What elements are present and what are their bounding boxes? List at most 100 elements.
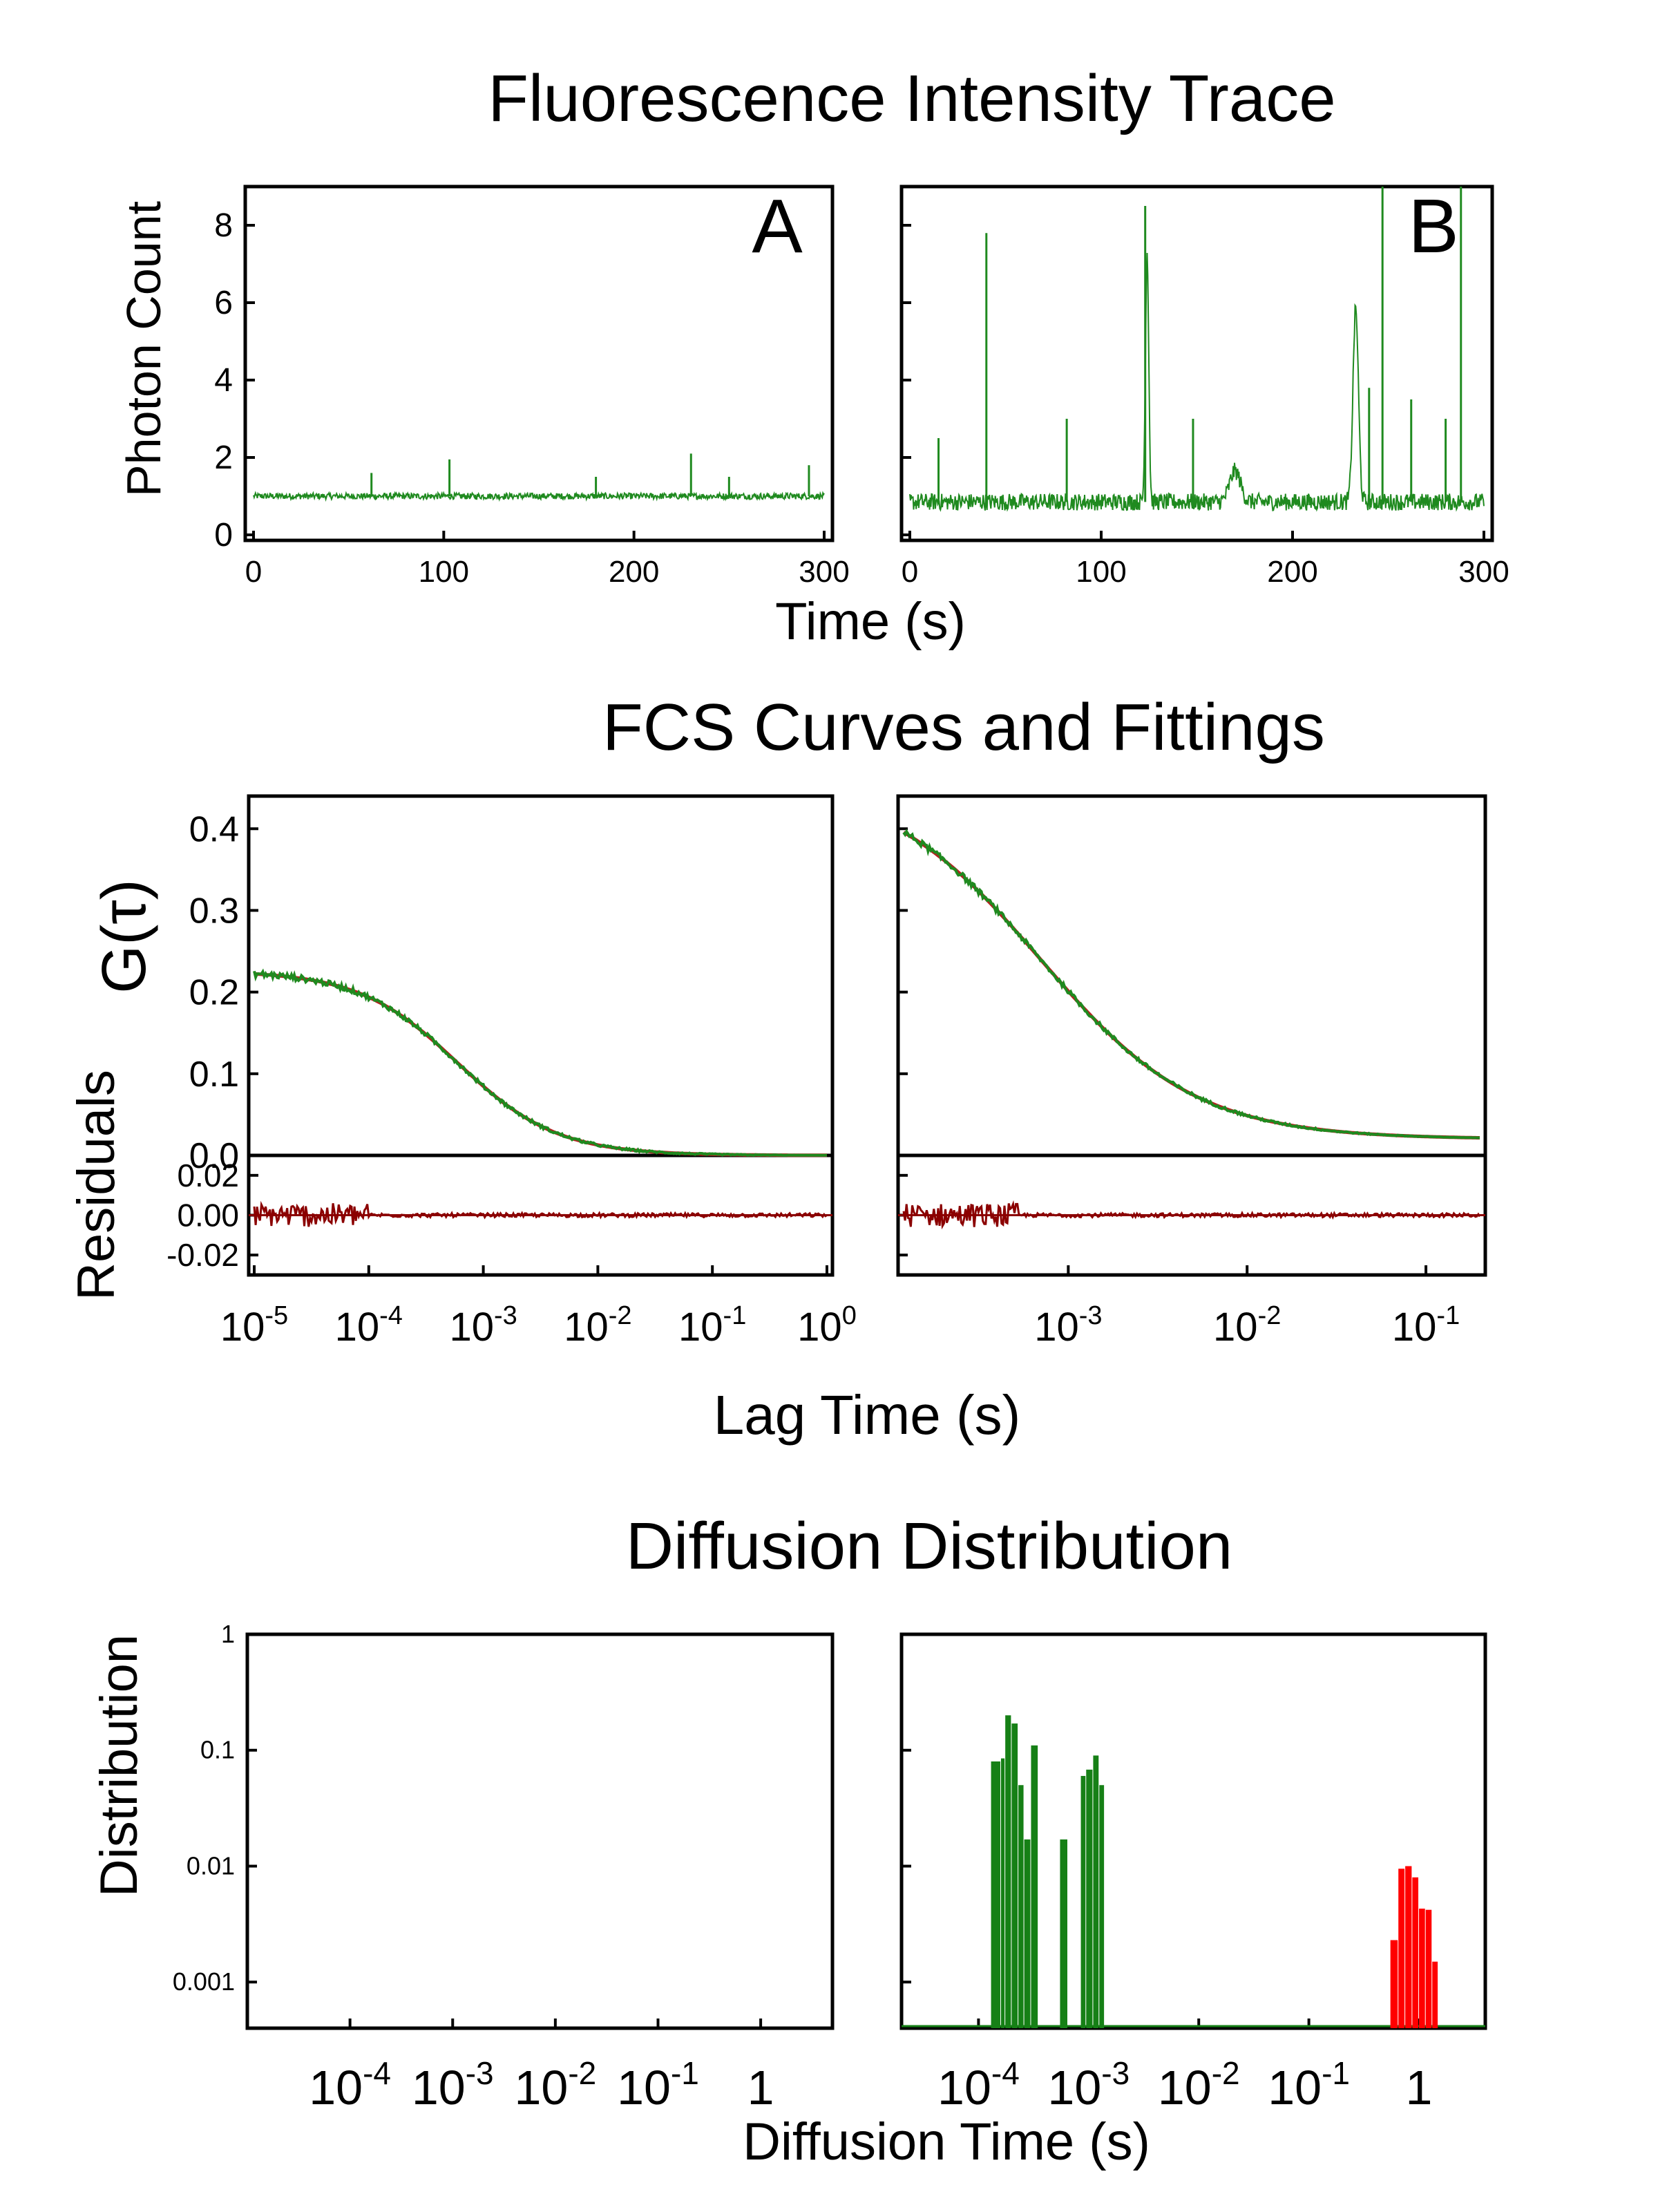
fcs-xlabel: Lag Time (s) (714, 1384, 1021, 1446)
dist-frame-A (245, 1632, 835, 2030)
dist-xlabel: Diffusion Time (s) (743, 2112, 1150, 2171)
dist-ylabel: Distribution (90, 1634, 149, 1897)
dist-xtick-label-text: 1 (747, 2061, 774, 2115)
fcs-xtick-label-text: 10-3 (449, 1301, 517, 1350)
fcs-curve-B (902, 829, 1480, 1140)
fcs-xtick-label: 10-3 (449, 1301, 517, 1350)
dist-xtick-label: 10-4 (937, 2055, 1020, 2115)
trace-ylabel: Photon Count (117, 201, 171, 497)
dist-xtick-label-text: 1 (1406, 2061, 1433, 2115)
dist-bar (1412, 1877, 1419, 2028)
dist-ytick-label: 0.1 (200, 1736, 235, 1764)
trace-xtick-label: 300 (799, 555, 849, 589)
fcs-ytick-label: 0.1 (189, 1055, 239, 1095)
dist-bar (1011, 1723, 1018, 2028)
fcs-residual-tick-label: 0.02 (177, 1157, 239, 1193)
fcs-xtick-label-text: 10-1 (1392, 1301, 1460, 1350)
fcs-xtick-label: 10-2 (564, 1301, 631, 1350)
fcs-residual-tick-label: -0.02 (166, 1237, 239, 1273)
dist-bar (1080, 1775, 1086, 2028)
fcs-xtick-label: 10-5 (220, 1301, 288, 1350)
fcs-xtick-label-text: 10-1 (678, 1301, 746, 1350)
panel-label-b: B (1408, 184, 1458, 269)
trace-frame-B (899, 185, 1494, 542)
panel-label-a: A (752, 184, 803, 269)
dist-xtick-label: 10-1 (1268, 2055, 1350, 2115)
dist-xtick-label-text: 10-1 (617, 2055, 699, 2115)
dist-bar (1000, 1758, 1005, 2028)
dist-xtick-label-text: 10-3 (1047, 2055, 1130, 2115)
title-fcs: FCS Curves and Fittings (602, 690, 1325, 764)
dist-xtick-label-text: 10-4 (937, 2055, 1020, 2115)
fcs-xtick-label-text: 10-2 (1213, 1301, 1281, 1350)
dist-xtick-label: 10-2 (1158, 2055, 1240, 2115)
dist-bar (1018, 1785, 1024, 2028)
dist-xtick-label-text: 10-3 (412, 2055, 494, 2115)
dist-xtick-label: 10-3 (1047, 2055, 1130, 2115)
fcs-xtick-label: 10-2 (1213, 1301, 1281, 1350)
dist-bar (1005, 1715, 1011, 2028)
trace-xtick-label: 200 (609, 555, 659, 589)
dist-bar (1031, 1745, 1038, 2028)
dist-xtick-label-text: 10-4 (309, 2055, 391, 2115)
trace-xtick-label: 100 (419, 555, 469, 589)
dist-bar (1390, 1940, 1398, 2028)
fcs-frame-A (247, 794, 835, 1157)
trace-ytick-label: 8 (214, 207, 233, 244)
dist-xtick-label-text: 10-2 (1158, 2055, 1240, 2115)
dist-bar (991, 1761, 1000, 2028)
dist-xtick-label: 1 (1406, 2061, 1433, 2115)
trace-line-A (253, 491, 825, 502)
fcs-xtick-label: 100 (797, 1301, 857, 1350)
dist-frame-B (899, 1632, 1487, 2030)
dist-bar (1419, 1908, 1425, 2028)
dist-xtick-label: 10-2 (514, 2055, 596, 2115)
fcs-ylabel: G(τ) (90, 879, 159, 994)
dist-ytick-label: 0.01 (187, 1851, 235, 1880)
trace-ytick-label: 4 (214, 362, 233, 399)
title-trace: Fluorescence Intensity Trace (488, 62, 1335, 135)
trace-xtick-label: 100 (1076, 555, 1126, 589)
dist-xtick-label-text: 10-1 (1268, 2055, 1350, 2115)
dist-bar (1060, 1839, 1067, 2028)
fcs-xtick-label-text: 10-4 (335, 1301, 403, 1350)
fcs-xtick-label: 10-4 (335, 1301, 403, 1350)
dist-bar (1086, 1769, 1093, 2028)
dist-xtick-label: 10-1 (617, 2055, 699, 2115)
fcs-ytick-label: 0.4 (189, 809, 239, 849)
fcs-xtick-label-text: 10-3 (1034, 1301, 1102, 1350)
dist-bar (1405, 1866, 1412, 2028)
trace-ytick-label: 2 (214, 439, 233, 476)
fcs-ytick-label: 0.2 (189, 973, 239, 1013)
fcs-curve-A (253, 968, 827, 1157)
trace-xlabel: Time (s) (775, 592, 966, 651)
trace-ytick-label: 0 (214, 517, 233, 554)
fcs-xtick-label: 10-1 (1392, 1301, 1460, 1350)
dist-ytick-label: 0.001 (173, 1967, 235, 1996)
trace-ytick-label: 6 (214, 285, 233, 321)
fcs-frame-B (896, 794, 1487, 1157)
fcs-xtick-label-text: 10-5 (220, 1301, 288, 1350)
trace-xtick-label: 0 (245, 555, 262, 589)
fcs-xtick-label-text: 100 (797, 1301, 857, 1350)
dist-xtick-label: 1 (747, 2061, 774, 2115)
trace-line-B (909, 252, 1485, 512)
trace-xtick-label: 200 (1267, 555, 1317, 589)
dist-xtick-label: 10-4 (309, 2055, 391, 2115)
dist-ytick-label: 1 (221, 1620, 235, 1648)
trace-xtick-label: 300 (1458, 555, 1509, 589)
fcs-ytick-label: 0.0 (189, 1136, 239, 1176)
fcs-residual-ylabel: Residuals (67, 1070, 126, 1301)
dist-bar (1093, 1755, 1099, 2028)
fcs-xtick-label-text: 10-2 (564, 1301, 631, 1350)
fcs-ytick-label: 0.3 (189, 891, 239, 931)
dist-xtick-label: 10-3 (412, 2055, 494, 2115)
trace-frame-A (243, 185, 835, 542)
fcs-residual-tick-label: 0.00 (177, 1198, 239, 1233)
dist-bar (1425, 1909, 1432, 2028)
dist-bar (1398, 1869, 1405, 2028)
dist-xtick-label-text: 10-2 (514, 2055, 596, 2115)
dist-bar (1099, 1785, 1105, 2028)
dist-bar (1024, 1839, 1031, 2028)
